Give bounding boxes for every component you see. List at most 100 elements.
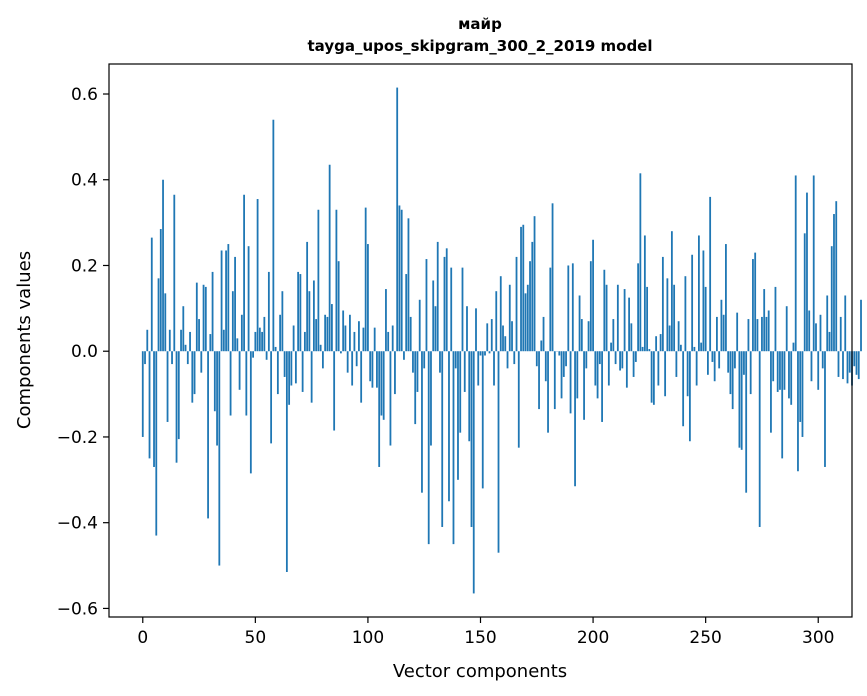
- bar-176: [538, 351, 540, 410]
- x-tick-label: 150: [464, 628, 496, 648]
- bar-29: [207, 351, 209, 519]
- bar-121: [414, 351, 417, 425]
- bar-110: [389, 351, 392, 446]
- bar-53: [261, 331, 263, 352]
- bar-222: [641, 346, 644, 352]
- bar-242: [686, 351, 689, 397]
- bar-134: [443, 256, 446, 352]
- bar-35: [220, 250, 223, 352]
- bar-94: [353, 331, 356, 352]
- bar-162: [506, 351, 509, 369]
- bar-252: [709, 196, 712, 352]
- bar-114: [398, 205, 401, 352]
- bars-group: [141, 87, 862, 594]
- bar-255: [716, 316, 718, 352]
- bar-1: [144, 351, 146, 365]
- bar-4: [150, 237, 153, 352]
- bar-289: [792, 342, 795, 352]
- bar-13: [171, 351, 173, 365]
- bar-240: [682, 351, 685, 427]
- bar-33: [216, 351, 218, 446]
- bar-26: [200, 351, 203, 373]
- bar-186: [560, 351, 563, 399]
- bar-100: [367, 244, 369, 352]
- y-tick-label: −0.4: [57, 514, 98, 534]
- bar-85: [333, 351, 336, 431]
- bar-81: [324, 314, 327, 352]
- bar-219: [634, 351, 637, 362]
- bar-172: [529, 261, 531, 352]
- bar-191: [571, 263, 574, 352]
- bar-256: [718, 351, 721, 369]
- bar-108: [385, 289, 387, 352]
- bar-37: [225, 250, 227, 352]
- bar-229: [657, 351, 660, 386]
- bar-70: [299, 274, 302, 352]
- y-axis-label: Components values: [14, 251, 35, 429]
- bar-137: [450, 267, 453, 352]
- bar-208: [610, 342, 612, 352]
- bar-32: [213, 351, 216, 412]
- bar-3: [148, 351, 151, 459]
- bar-40: [231, 291, 234, 352]
- bar-312: [844, 295, 847, 352]
- bar-143: [463, 351, 466, 392]
- bar-147: [472, 351, 475, 594]
- bar-57: [270, 351, 273, 444]
- bar-128: [430, 351, 432, 446]
- bar-46: [245, 351, 248, 416]
- bar-11: [166, 351, 169, 422]
- bar-116: [403, 351, 405, 360]
- bar-215: [625, 351, 628, 388]
- x-tick-label: 200: [577, 628, 609, 648]
- bar-12: [168, 329, 171, 352]
- bar-237: [675, 351, 678, 377]
- bar-263: [734, 351, 736, 369]
- bar-294: [803, 233, 806, 352]
- bar-68: [294, 351, 297, 384]
- bar-91: [346, 351, 349, 373]
- bar-189: [567, 265, 570, 352]
- bar-230: [659, 334, 662, 352]
- bar-97: [360, 351, 363, 403]
- bar-253: [711, 351, 714, 362]
- bar-9: [162, 179, 164, 352]
- bar-136: [448, 351, 450, 502]
- bar-88: [340, 351, 342, 354]
- bar-221: [639, 173, 642, 352]
- bar-63: [283, 351, 286, 377]
- bar-279: [770, 351, 772, 433]
- bar-133: [441, 351, 444, 527]
- bar-92: [349, 314, 351, 352]
- bar-111: [391, 325, 394, 352]
- bar-310: [839, 316, 842, 352]
- bar-206: [605, 284, 608, 352]
- bar-260: [727, 351, 730, 373]
- bar-127: [427, 351, 430, 545]
- bar-213: [621, 351, 624, 369]
- bar-119: [409, 316, 412, 352]
- bar-140: [457, 351, 459, 480]
- bar-109: [387, 331, 390, 352]
- bar-60: [276, 351, 279, 395]
- bar-306: [830, 246, 833, 352]
- bar-62: [281, 291, 284, 352]
- bar-207: [607, 351, 610, 386]
- bar-171: [526, 284, 529, 352]
- bar-67: [292, 325, 295, 352]
- bar-296: [808, 310, 811, 352]
- bar-27: [202, 284, 205, 352]
- bar-160: [502, 325, 504, 352]
- y-tick-label: −0.6: [57, 599, 98, 619]
- bar-251: [707, 351, 709, 375]
- bar-269: [747, 319, 750, 352]
- bar-151: [481, 351, 484, 489]
- bar-314: [848, 351, 851, 373]
- bar-249: [702, 250, 705, 352]
- bar-43: [238, 351, 241, 390]
- bar-261: [729, 351, 732, 395]
- bar-61: [279, 314, 282, 352]
- bar-277: [765, 316, 768, 352]
- bar-227: [652, 351, 655, 405]
- y-tick-label: 0.4: [71, 171, 98, 191]
